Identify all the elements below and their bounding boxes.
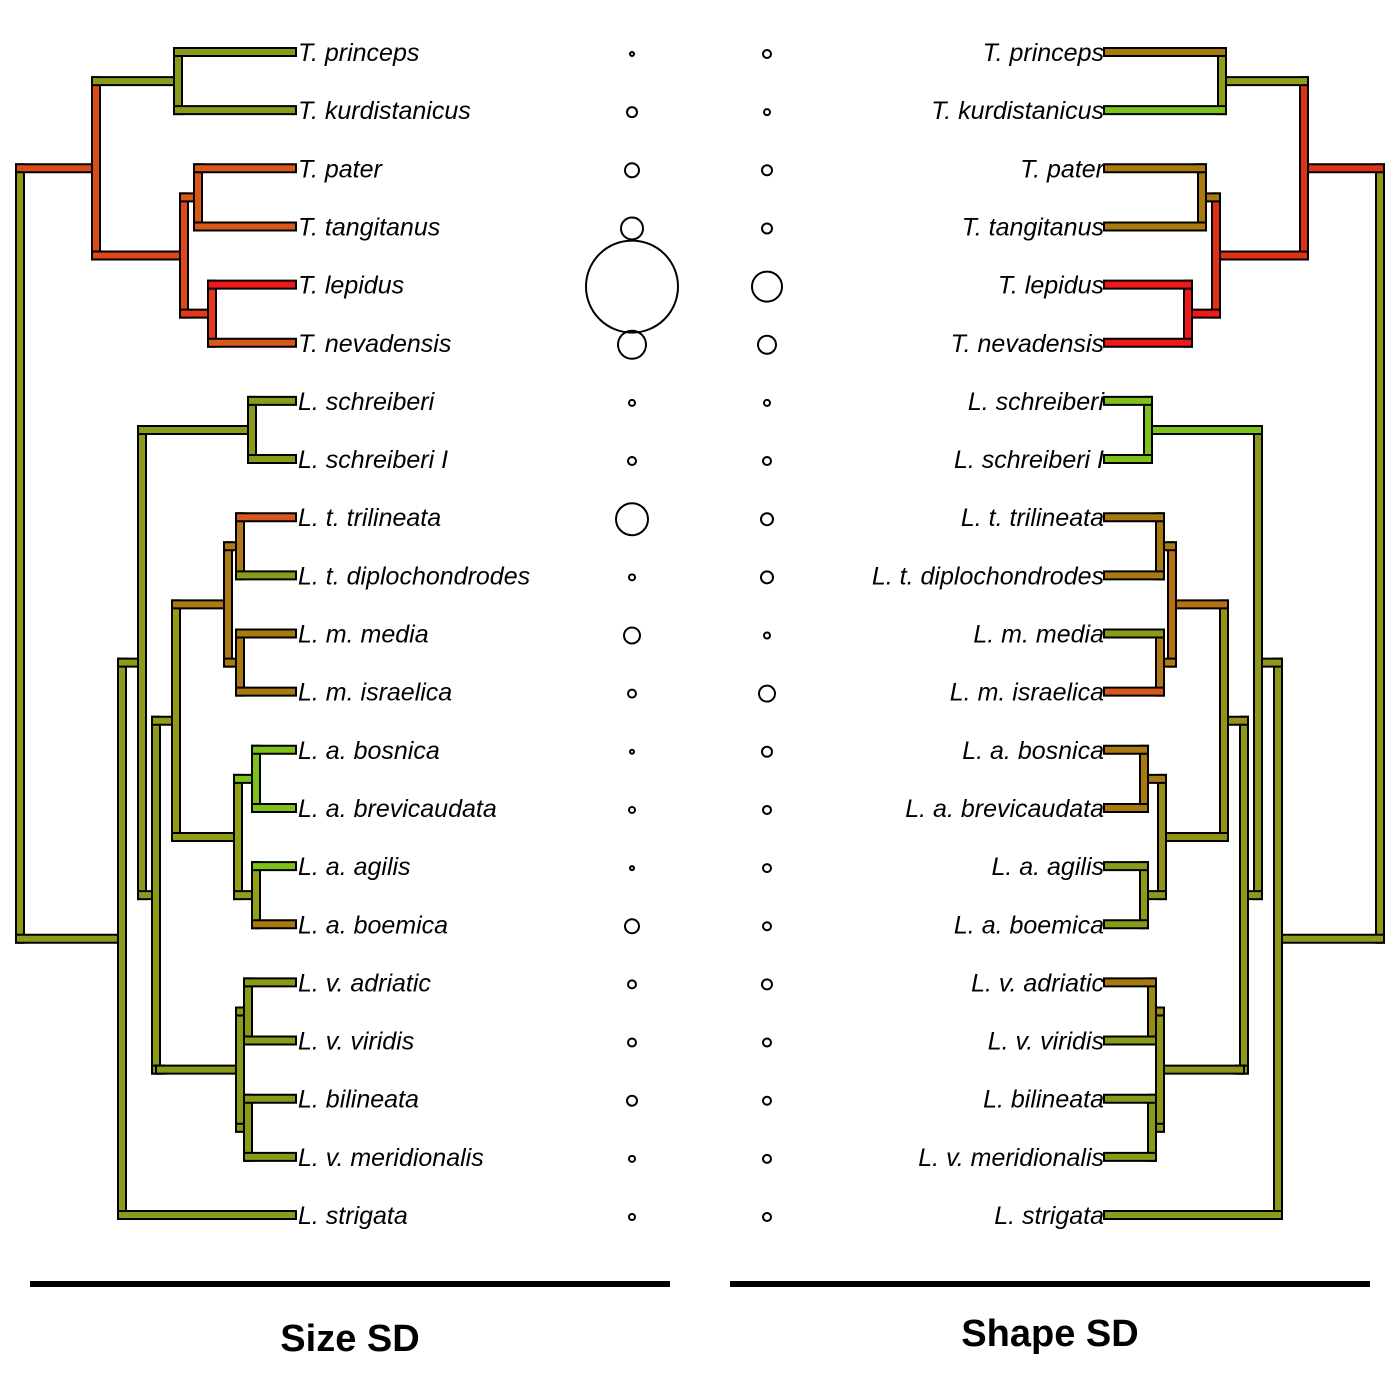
size-sd-circle (623, 626, 641, 645)
shape-sd-taxon-label: L. m. media (973, 621, 1104, 649)
size-sd-taxon-label: L. m. israelica (298, 679, 452, 707)
shape-sd-taxon-label: T. nevadensis (951, 330, 1104, 358)
size-sd-circle (627, 979, 637, 990)
shape-sd-circle (762, 456, 772, 467)
size-sd-taxon-label: L. t. diplochondrodes (298, 562, 530, 590)
size-sd-circle (585, 239, 679, 334)
size-sd-taxon-label: L. a. agilis (298, 853, 411, 881)
shape-sd-circle (761, 978, 773, 991)
size-sd-taxon-labels: T. princeps T. kurdistanicus T. pater T. ta… (298, 39, 530, 1230)
size-sd-circle (628, 805, 636, 814)
size-sd-title: Size SD (280, 1318, 419, 1360)
size-sd-circle (628, 573, 636, 582)
shape-sd-circle (761, 164, 773, 177)
shape-sd-taxon-label: T. princeps (983, 39, 1104, 67)
shape-sd-circle (760, 570, 774, 585)
shape-sd-circle (751, 270, 783, 303)
shape-sd-circle (763, 631, 771, 640)
shape-sd-taxon-label: L. strigata (994, 1202, 1104, 1230)
size-sd-circles (585, 51, 679, 1221)
size-sd-taxon-label: T. nevadensis (298, 330, 451, 358)
size-sd-tree (15, 47, 297, 1220)
size-sd-taxon-label: T. kurdistanicus (298, 97, 471, 125)
shape-sd-circle (762, 1037, 772, 1048)
shape-sd-taxon-label: L. bilineata (983, 1086, 1104, 1114)
shape-sd-circle (762, 863, 772, 874)
size-sd-taxon-label: L. strigata (298, 1202, 408, 1230)
size-sd-circle (628, 398, 636, 407)
shape-sd-taxon-label: L. schreiberi (968, 388, 1106, 416)
shape-sd-taxon-label: T. lepidus (998, 272, 1104, 300)
shape-sd-taxon-label: L. v. viridis (988, 1028, 1104, 1056)
shape-sd-taxon-label: L. a. boemica (954, 911, 1104, 939)
size-sd-circle (615, 502, 649, 537)
shape-sd-circle (763, 398, 771, 407)
shape-sd-taxon-label: T. kurdistanicus (931, 97, 1104, 125)
size-sd-circle (629, 51, 635, 57)
size-sd-circle (624, 918, 640, 935)
shape-sd-taxon-label: L. m. israelica (950, 679, 1104, 707)
size-sd-taxon-label: L. a. boemica (298, 911, 448, 939)
size-sd-taxon-label: L. v. adriatic (298, 969, 431, 997)
shape-sd-circle (760, 512, 774, 527)
size-sd-taxon-label: L. a. bosnica (298, 737, 440, 765)
size-sd-taxon-label: T. princeps (298, 39, 419, 67)
size-sd-circle (629, 748, 635, 755)
shape-sd-circle (762, 1095, 772, 1106)
size-sd-taxon-label: L. schreiberi (298, 388, 436, 416)
size-sd-taxon-label: T. pater (298, 155, 384, 183)
size-sd-taxon-label: T. lepidus (298, 272, 404, 300)
shape-sd-taxon-label: T. tangitanus (962, 213, 1104, 241)
shape-sd-circle (761, 222, 773, 235)
shape-sd-taxon-label: L. t. trilineata (961, 504, 1104, 532)
shape-sd-taxon-label: L. schreiberi I (954, 446, 1104, 474)
size-sd-taxon-label: L. bilineata (298, 1086, 419, 1114)
size-sd-circle (617, 329, 647, 360)
shape-sd-taxon-label: L. v. meridionalis (918, 1144, 1104, 1172)
size-sd-circle (627, 1037, 637, 1048)
size-sd-circle (624, 162, 640, 179)
shape-sd-circle (763, 108, 771, 117)
shape-sd-circle (762, 1212, 772, 1222)
shape-sd-taxon-label: L. v. adriatic (971, 969, 1104, 997)
shape-sd-taxon-label: L. t. diplochondrodes (872, 562, 1104, 590)
size-sd-taxon-label: T. tangitanus (298, 213, 440, 241)
size-sd-circle (626, 106, 638, 119)
size-sd-circle (629, 865, 635, 872)
shape-sd-circle (762, 1153, 772, 1164)
shape-sd-taxon-label: T. pater (1020, 155, 1106, 183)
size-sd-taxon-label: L. v. viridis (298, 1028, 414, 1056)
shape-sd-circle (762, 804, 772, 815)
shape-sd-circle (757, 334, 777, 355)
size-sd-circle (620, 216, 644, 241)
shape-sd-circle (762, 921, 772, 932)
shape-sd-taxon-label: L. a. agilis (991, 853, 1104, 881)
size-sd-circle (626, 1094, 638, 1107)
shape-sd-title: Shape SD (961, 1313, 1138, 1355)
size-sd-circle (627, 688, 637, 699)
shape-sd-taxon-label: L. a. bosnica (962, 737, 1104, 765)
shape-sd-taxon-labels: T. princeps T. kurdistanicus T. pater T. ta… (872, 39, 1106, 1230)
shape-sd-tree (1103, 47, 1385, 1220)
size-sd-circle (628, 1213, 636, 1221)
size-sd-circle (627, 456, 637, 467)
size-sd-taxon-label: L. t. trilineata (298, 504, 441, 532)
shape-sd-circles (751, 49, 783, 1222)
size-sd-taxon-label: L. m. media (298, 621, 429, 649)
shape-sd-circle (762, 49, 772, 59)
shape-sd-circle (758, 684, 776, 703)
size-sd-circle (628, 1154, 636, 1163)
size-sd-taxon-label: L. a. brevicaudata (298, 795, 497, 823)
shape-sd-circle (761, 745, 773, 758)
shape-sd-taxon-label: L. a. brevicaudata (905, 795, 1104, 823)
size-sd-taxon-label: L. schreiberi I (298, 446, 448, 474)
size-sd-taxon-label: L. v. meridionalis (298, 1144, 484, 1172)
